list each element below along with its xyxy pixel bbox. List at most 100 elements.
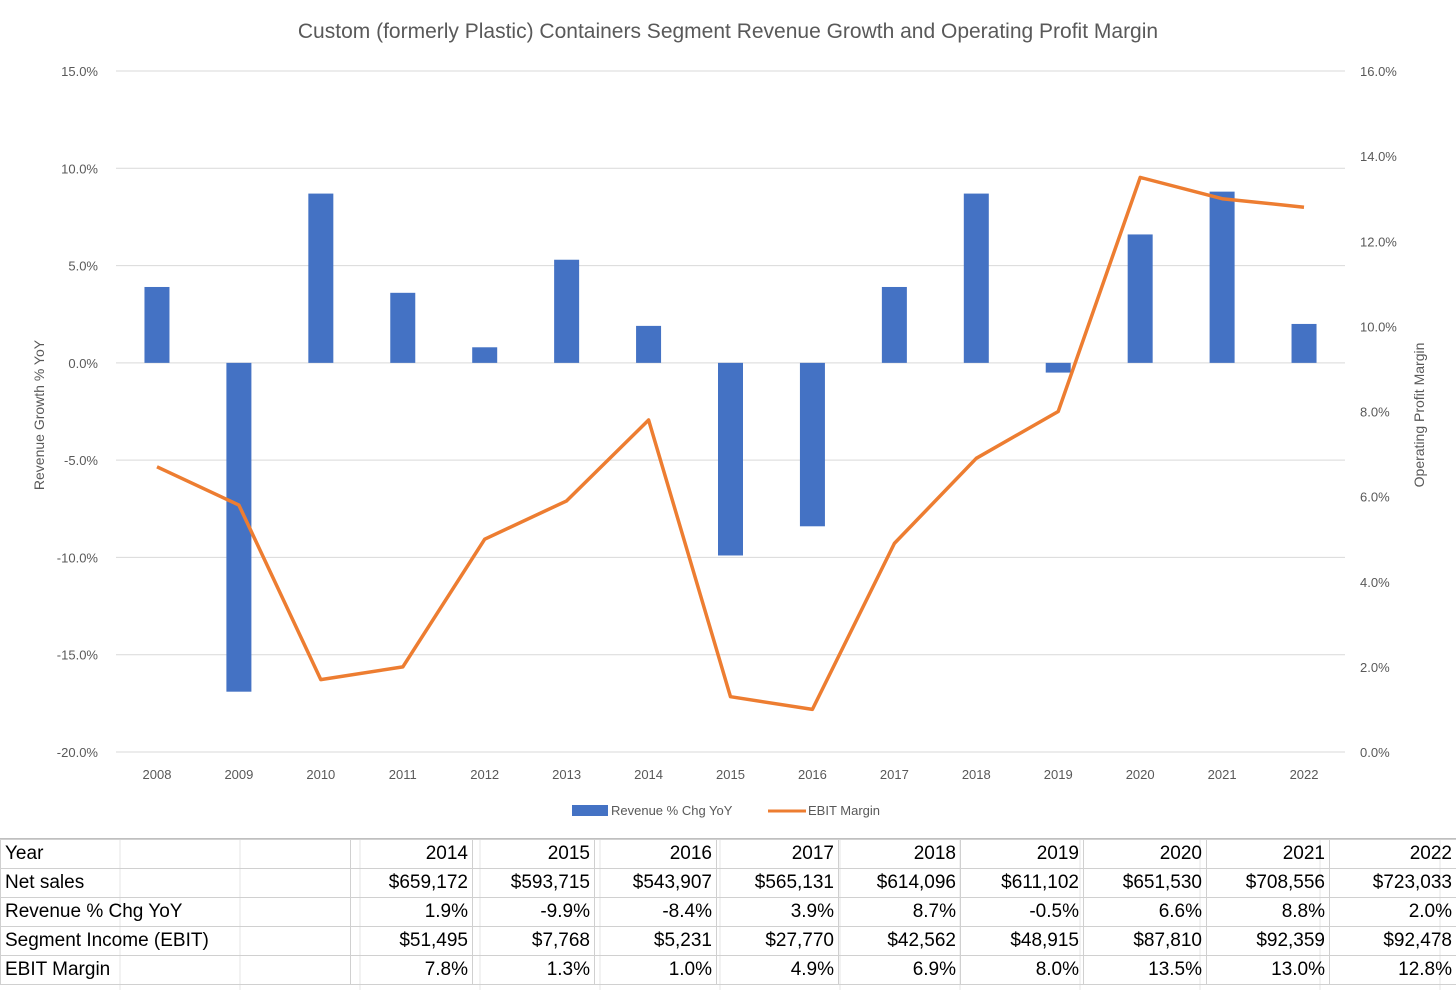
table-cell[interactable]: 2021 [1206, 839, 1330, 869]
right-axis-tick-label: 4.0% [1360, 575, 1390, 590]
right-axis-tick-label: 6.0% [1360, 490, 1390, 505]
bar-revenue-2017 [881, 286, 907, 363]
bar-revenue-2022 [1291, 323, 1317, 363]
table-cell[interactable]: -9.9% [472, 897, 595, 927]
table-cell[interactable]: $48,915 [960, 926, 1084, 956]
table-cell[interactable]: -8.4% [594, 897, 717, 927]
table-cell[interactable]: $543,907 [594, 868, 717, 898]
left-axis-tick-label: 15.0% [61, 64, 98, 79]
legend-label-ebit: EBIT Margin [808, 803, 880, 818]
table-row-label[interactable]: Net sales [0, 868, 351, 898]
table-cell[interactable]: 8.7% [838, 897, 961, 927]
table-cell[interactable]: 12.8% [1329, 955, 1456, 985]
table-cell[interactable]: $723,033 [1329, 868, 1456, 898]
legend-swatch-revenue [572, 805, 608, 816]
x-axis-tick-label: 2010 [306, 767, 335, 782]
chart-container[interactable]: Custom (formerly Plastic) Containers Seg… [0, 0, 1456, 839]
left-axis-tick-label: 5.0% [68, 259, 98, 274]
table-cell[interactable]: 1.0% [594, 955, 717, 985]
table-cell[interactable]: 2019 [960, 839, 1084, 869]
right-axis-tick-label: 8.0% [1360, 405, 1390, 420]
table-row: Revenue % Chg YoY 1.9% -9.9% -8.4% 3.9% 8.7% -… [0, 897, 1456, 927]
x-axis-tick-label: 2014 [634, 767, 663, 782]
table-row-label[interactable]: Segment Income (EBIT) [0, 926, 351, 956]
table-cell[interactable]: 8.0% [960, 955, 1084, 985]
bar-revenue-2020 [1127, 234, 1153, 363]
table-cell[interactable]: $611,102 [960, 868, 1084, 898]
combo-chart: Custom (formerly Plastic) Containers Seg… [31, 20, 1427, 818]
table-cell[interactable]: 6.6% [1083, 897, 1207, 927]
right-axis-tick-label: 12.0% [1360, 234, 1397, 249]
bar-revenue-2008 [144, 286, 170, 363]
table-cell[interactable]: 2.0% [1329, 897, 1456, 927]
bar-revenue-2014 [636, 325, 662, 363]
x-axis-tick-label: 2013 [552, 767, 581, 782]
table-cell[interactable]: $614,096 [838, 868, 961, 898]
left-axis-tick-label: -5.0% [64, 453, 98, 468]
ebit-margin-line [156, 175, 1305, 712]
table-cell[interactable]: $27,770 [716, 926, 839, 956]
bar-revenue-2010 [308, 193, 334, 363]
right-axis-tick-label: 0.0% [1360, 745, 1390, 760]
table-cell[interactable]: 6.9% [838, 955, 961, 985]
left-axis-tick-label: 10.0% [61, 161, 98, 176]
data-table: Year 2014 2015 2016 2017 2018 2019 2020 2021 2022… [0, 839, 1456, 985]
table-cell[interactable]: $92,478 [1329, 926, 1456, 956]
table-cell[interactable]: 2017 [716, 839, 839, 869]
right-axis-tick-label: 10.0% [1360, 319, 1397, 334]
table-cell[interactable]: 1.9% [350, 897, 473, 927]
bar-revenue-2012 [472, 347, 498, 363]
table-cell[interactable]: 7.8% [350, 955, 473, 985]
table-cell[interactable]: 3.9% [716, 897, 839, 927]
bar-revenue-2009 [226, 362, 252, 692]
legend-label-revenue: Revenue % Chg YoY [611, 803, 733, 818]
bar-revenue-2015 [718, 362, 743, 556]
table-cell[interactable]: 8.8% [1206, 897, 1330, 927]
left-axis-title: Revenue Growth % YoY [31, 339, 47, 490]
table-row-label[interactable]: Year [0, 839, 351, 869]
table-cell[interactable]: 2015 [472, 839, 595, 869]
line-ebit-margin [156, 175, 1305, 712]
x-axis-tick-label: 2022 [1290, 767, 1319, 782]
x-axis-tick-label: 2018 [962, 767, 991, 782]
table-row-label[interactable]: EBIT Margin [0, 955, 351, 985]
bar-revenue-2018 [963, 193, 989, 363]
table-cell[interactable]: $87,810 [1083, 926, 1207, 956]
right-axis-tick-label: 16.0% [1360, 64, 1397, 79]
x-axis-tick-label: 2008 [143, 767, 172, 782]
table-cell[interactable]: 1.3% [472, 955, 595, 985]
table-cell[interactable]: $708,556 [1206, 868, 1330, 898]
table-cell[interactable]: 2016 [594, 839, 717, 869]
x-axis-tick-label: 2021 [1208, 767, 1237, 782]
table-cell[interactable]: $42,562 [838, 926, 961, 956]
right-axis-tick-label: 14.0% [1360, 149, 1397, 164]
x-axis-tick-label: 2019 [1044, 767, 1073, 782]
table-cell[interactable]: 2018 [838, 839, 961, 869]
x-axis-tick-label: 2011 [389, 767, 417, 782]
right-axis-tick-label: 2.0% [1360, 660, 1390, 675]
table-cell[interactable]: 4.9% [716, 955, 839, 985]
table-cell[interactable]: 2022 [1329, 839, 1456, 869]
table-cell[interactable]: 13.5% [1083, 955, 1207, 985]
left-axis-tick-label: -10.0% [57, 550, 99, 565]
table-cell[interactable]: 2014 [350, 839, 473, 869]
left-axis-tick-label: -15.0% [57, 648, 99, 663]
table-cell[interactable]: 2020 [1083, 839, 1207, 869]
left-axis-tick-label: -20.0% [57, 745, 99, 760]
table-cell[interactable]: $92,359 [1206, 926, 1330, 956]
table-cell[interactable]: $565,131 [716, 868, 839, 898]
table-cell[interactable]: -0.5% [960, 897, 1084, 927]
table-cell[interactable]: $51,495 [350, 926, 473, 956]
table-cell[interactable]: $5,231 [594, 926, 717, 956]
table-cell[interactable]: $7,768 [472, 926, 595, 956]
table-cell[interactable]: $659,172 [350, 868, 473, 898]
legend: Revenue % Chg YoY EBIT Margin [572, 803, 880, 818]
left-axis-tick-label: 0.0% [68, 356, 98, 371]
table-cell[interactable]: $593,715 [472, 868, 595, 898]
table-row-label[interactable]: Revenue % Chg YoY [0, 897, 351, 927]
table-cell[interactable]: 13.0% [1206, 955, 1330, 985]
right-axis-title: Operating Profit Margin [1411, 343, 1427, 488]
x-axis-tick-label: 2017 [880, 767, 909, 782]
x-axis-tick-label: 2020 [1126, 767, 1155, 782]
table-cell[interactable]: $651,530 [1083, 868, 1207, 898]
